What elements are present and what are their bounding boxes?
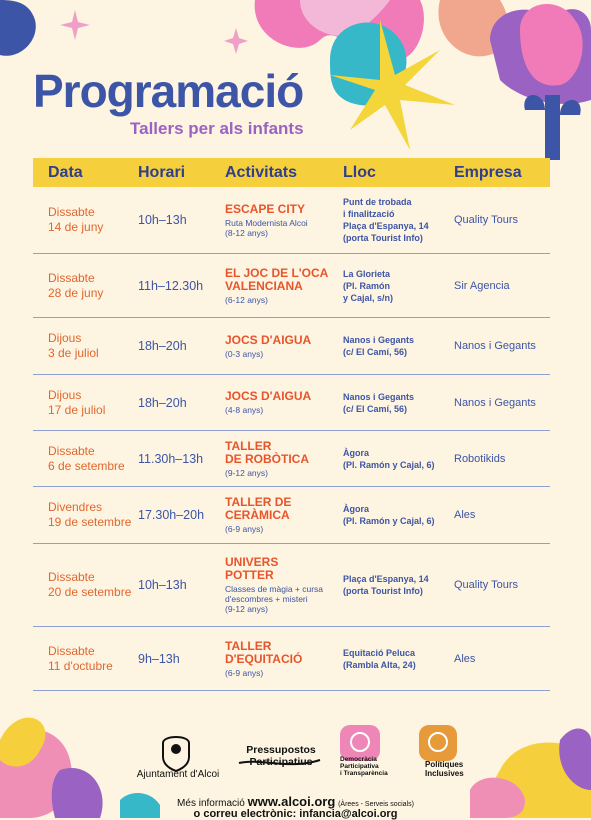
column-header: Activitats	[225, 163, 298, 181]
company: Quality Tours	[454, 579, 518, 591]
date: Dissabte 6 de setembre	[48, 443, 125, 473]
subtitle: Tallers per als infants	[130, 119, 304, 138]
time: 9h–13h	[138, 651, 180, 666]
activity-title: JOCS D'AIGUA	[225, 389, 312, 403]
place: Nanos i Gegants (c/ El Camí, 56)	[343, 391, 415, 414]
place: Plaça d'Espanya, 14 (porta Tourist Info)	[343, 574, 429, 596]
place: La Glorieta (Pl. Ramón y Cajal, s/n)	[343, 268, 394, 303]
table-row: Dissabte 14 de juny 10h–13h ESCAPE CITY Rut…	[33, 187, 550, 254]
activity-cell: UNIVERS POTTER Classes de màgia + cursa d…	[225, 555, 343, 615]
activity-detail: (6-12 anys)	[225, 294, 268, 305]
activity-detail: Ruta Modernista Alcoi (8-12 anys)	[225, 217, 308, 238]
table-row: Dijous 3 de juliol 18h–20h JOCS D'AIGUA (0-…	[33, 318, 550, 375]
company: Quality Tours	[454, 214, 518, 226]
date: Dissabte 28 de juny	[48, 270, 104, 300]
table-row: Dissabte 11 d'octubre 9h–13h TALLER D'EQUI…	[33, 627, 550, 691]
activity-detail: (0-3 anys)	[225, 348, 264, 359]
table-row: Dissabte 6 de setembre 11.30h–13h TALLER D…	[33, 431, 550, 487]
column-header: Horari	[138, 163, 186, 181]
column-header: Lloc	[343, 163, 376, 181]
title: Programació	[33, 65, 304, 117]
time: 11.30h–13h	[138, 451, 204, 466]
activity-detail: (6-9 anys)	[225, 524, 264, 534]
date: Dissabte 11 d'octubre	[48, 643, 113, 673]
activity-cell: TALLER DE ROBÒTICA (9-12 anys)	[225, 438, 343, 478]
activity-detail: (9-12 anys)	[225, 467, 268, 478]
time: 10h–13h	[138, 213, 187, 227]
date: Dissabte 20 de setembre	[48, 570, 132, 599]
website: www.alcoi.org	[247, 794, 336, 809]
activity-cell: JOCS D'AIGUA (4-8 anys)	[225, 389, 343, 416]
company: Sir Agencia	[454, 279, 510, 292]
column-header: Empresa	[454, 163, 522, 181]
activity-cell: ESCAPE CITY Ruta Modernista Alcoi (8-12 a…	[225, 201, 343, 238]
company: Ales	[454, 652, 476, 665]
place: Nanos i Gegants (c/ El Camí, 56)	[343, 335, 415, 357]
logo-democracia: Democràcia Participativa i Transparència	[340, 756, 388, 777]
column-header: Data	[48, 163, 83, 181]
info-label: Més informació	[177, 798, 245, 809]
company: Nanos i Gegants	[454, 396, 536, 409]
info-line: Més informació www.alcoi.org (Àrees - Se…	[0, 794, 591, 809]
table-header: Data Horari Activitats Lloc Empresa	[33, 158, 550, 187]
activity-title: TALLER DE ROBÒTICA	[225, 438, 309, 466]
activity-cell: TALLER DE CERÀMICA (6-9 anys)	[225, 495, 343, 535]
time: 10h–13h	[138, 578, 187, 592]
company: Robotikids	[454, 452, 506, 465]
activity-detail: (4-8 anys)	[225, 405, 264, 415]
activity-title: UNIVERS POTTER	[225, 555, 279, 582]
logo-ajuntament: Ajuntament d'Alcoi	[136, 769, 220, 780]
time: 11h–12.30h	[138, 278, 204, 293]
activity-title: JOCS D'AIGUA	[225, 332, 312, 347]
activity-detail: (6-9 anys)	[225, 667, 264, 678]
schedule-table: Data Horari Activitats Lloc Empresa Dissabte…	[33, 158, 550, 691]
activity-detail: Classes de màgia + cursa d'escombres + m…	[225, 584, 324, 614]
activity-title: TALLER DE CERÀMICA	[225, 495, 292, 522]
place: Àgora (Pl. Ramón y Cajal, 6)	[343, 504, 435, 526]
place: Àgora (Pl. Ramón y Cajal, 6)	[343, 447, 435, 470]
activity-cell: JOCS D'AIGUA (0-3 anys)	[225, 332, 343, 359]
table-row: Dissabte 20 de setembre 10h–13h UNIVERS PO…	[33, 544, 550, 627]
date: Dijous 3 de juliol	[48, 331, 99, 360]
activity-cell: TALLER D'EQUITACIÓ (6-9 anys)	[225, 638, 343, 678]
date: Divendres 19 de setembre	[48, 500, 132, 529]
company: Ales	[454, 509, 476, 521]
logo-politiques: Polítiques Inclusives	[425, 760, 464, 778]
table-row: Dijous 17 de juliol 18h–20h JOCS D'AIGUA (4…	[33, 375, 550, 431]
info-note: (Àrees - Serveis socials)	[338, 801, 414, 808]
time: 18h–20h	[138, 395, 187, 410]
date: Dijous 17 de juliol	[48, 387, 106, 417]
time: 17.30h–20h	[138, 508, 205, 522]
activity-title: ESCAPE CITY	[225, 201, 306, 216]
company: Nanos i Gegants	[454, 340, 536, 352]
time: 18h–20h	[138, 339, 187, 353]
table-row: Dissabte 28 de juny 11h–12.30h EL JOC DE L…	[33, 254, 550, 318]
activity-title: TALLER D'EQUITACIÓ	[225, 638, 303, 666]
activity-cell: EL JOC DE L'OCA VALENCIANA (6-12 anys)	[225, 265, 343, 305]
place: Punt de trobada i finalització Plaça d'E…	[343, 197, 429, 243]
table-row: Divendres 19 de setembre 17.30h–20h TALLER…	[33, 487, 550, 544]
date: Dissabte 14 de juny	[48, 205, 104, 234]
logo-pressupostos: Pressupostos Participatius	[246, 744, 316, 768]
activity-title: EL JOC DE L'OCA VALENCIANA	[225, 265, 329, 293]
email-line: o correu electrònic: infancia@alcoi.org	[193, 808, 398, 820]
place: Equitació Peluca (Rambla Alta, 24)	[343, 647, 416, 670]
